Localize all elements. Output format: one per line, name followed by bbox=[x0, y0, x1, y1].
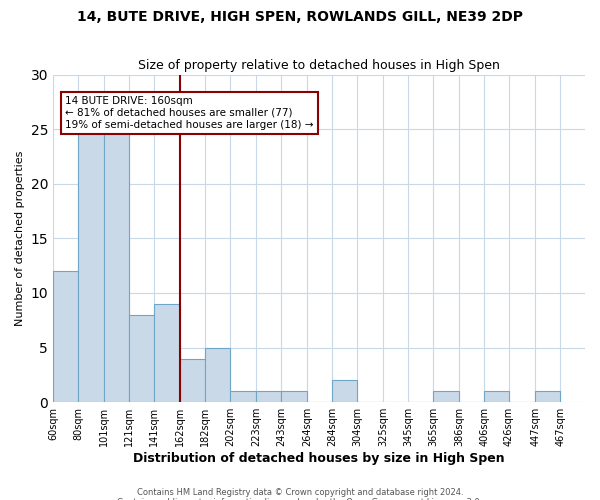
Text: 14, BUTE DRIVE, HIGH SPEN, ROWLANDS GILL, NE39 2DP: 14, BUTE DRIVE, HIGH SPEN, ROWLANDS GILL… bbox=[77, 10, 523, 24]
Bar bbox=[78, 129, 104, 402]
Text: 14 BUTE DRIVE: 160sqm
← 81% of detached houses are smaller (77)
19% of semi-deta: 14 BUTE DRIVE: 160sqm ← 81% of detached … bbox=[65, 96, 314, 130]
Bar bbox=[433, 392, 459, 402]
Y-axis label: Number of detached properties: Number of detached properties bbox=[15, 150, 25, 326]
Title: Size of property relative to detached houses in High Spen: Size of property relative to detached ho… bbox=[138, 59, 500, 72]
Bar bbox=[256, 392, 281, 402]
Bar bbox=[104, 129, 129, 402]
Bar bbox=[180, 358, 205, 402]
Bar bbox=[154, 304, 180, 402]
Bar bbox=[53, 271, 78, 402]
Bar bbox=[535, 392, 560, 402]
Bar bbox=[230, 392, 256, 402]
Text: Contains HM Land Registry data © Crown copyright and database right 2024.: Contains HM Land Registry data © Crown c… bbox=[137, 488, 463, 497]
X-axis label: Distribution of detached houses by size in High Spen: Distribution of detached houses by size … bbox=[133, 452, 505, 465]
Bar bbox=[332, 380, 357, 402]
Bar bbox=[281, 392, 307, 402]
Bar bbox=[205, 348, 230, 402]
Text: Contains public sector information licensed under the Open Government Licence v3: Contains public sector information licen… bbox=[118, 498, 482, 500]
Bar bbox=[484, 392, 509, 402]
Bar bbox=[129, 315, 154, 402]
